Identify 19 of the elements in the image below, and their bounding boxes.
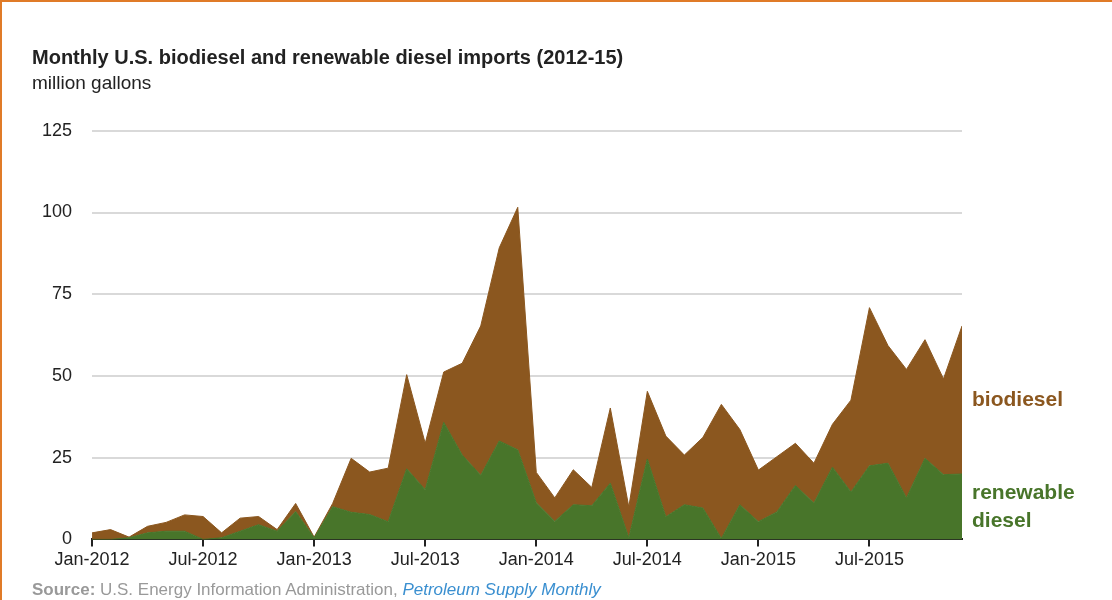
x-tick-label: Jan-2013 [276,549,352,570]
series-label: biodiesel [972,386,1064,410]
chart-title: Monthly U.S. biodiesel and renewable diesel imports (2012-15) [32,46,624,69]
y-tick-label: 25 [52,446,73,467]
x-tick-label: Jul-2012 [168,549,238,570]
y-tick-label: 50 [52,364,73,385]
x-tick-label: Jul-2013 [390,549,460,570]
y-tick-label: 125 [41,119,73,140]
x-tick-label: Jul-2014 [612,549,682,570]
series-label: renewable diesel [972,479,1075,531]
y-tick-label: 75 [52,283,73,304]
x-tick-label: Jul-2015 [834,549,904,570]
x-tick-label: Jan-2015 [720,549,796,570]
y-tick-label: 100 [41,201,73,222]
x-tick-label: Jan-2014 [498,549,574,570]
y-axis-title: million gallons [32,72,152,94]
x-tick-label: Jan-2012 [54,549,130,570]
source-note: Source: U.S. Energy Information Administration, Petroleum Supply Monthly [32,580,601,600]
y-tick-label: 0 [62,528,73,549]
